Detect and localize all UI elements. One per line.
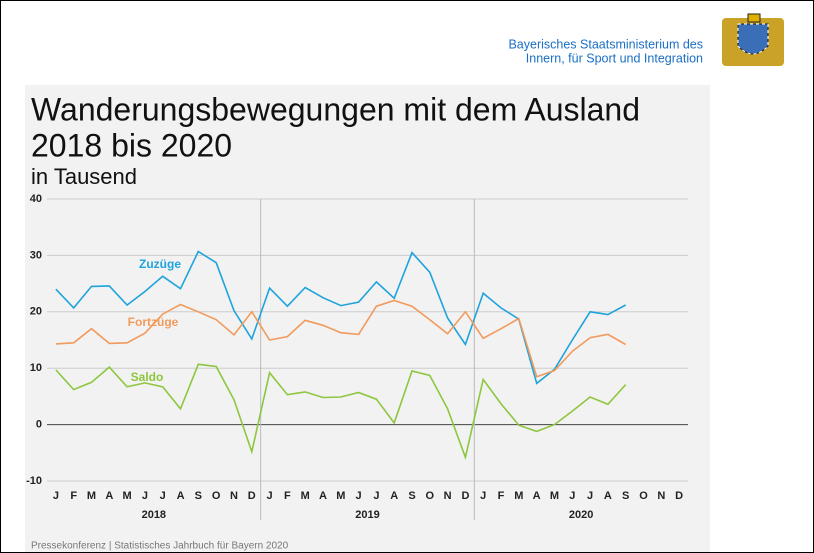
series-line xyxy=(55,250,627,385)
x-tick-label: A xyxy=(390,490,398,502)
year-label: 2018 xyxy=(142,509,166,521)
x-tick-label: J xyxy=(267,490,273,502)
x-tick-label: F xyxy=(70,490,77,502)
x-tick-label: N xyxy=(444,490,452,502)
ministry-line: Innern, für Sport und Integration xyxy=(526,51,703,65)
x-tick-label: M xyxy=(550,490,559,502)
x-tick-label: D xyxy=(248,490,256,502)
x-tick-label: J xyxy=(160,490,166,502)
year-label: 2019 xyxy=(355,509,379,521)
x-tick-label: J xyxy=(356,490,362,502)
x-tick-label: J xyxy=(480,490,486,502)
x-tick-label: M xyxy=(301,490,310,502)
x-tick-label: N xyxy=(657,490,665,502)
x-tick-label: F xyxy=(498,490,505,502)
series-label: Zuzüge xyxy=(139,257,181,271)
y-tick-label: 40 xyxy=(30,193,42,205)
x-tick-label: M xyxy=(123,490,132,502)
series-label: Fortzüge xyxy=(128,315,179,329)
chart-title: 2018 bis 2020 xyxy=(31,127,232,163)
x-tick-label: A xyxy=(177,490,185,502)
y-tick-label: 20 xyxy=(30,306,42,318)
y-tick-label: 30 xyxy=(30,249,42,261)
x-tick-label: A xyxy=(533,490,541,502)
x-tick-label: S xyxy=(622,490,629,502)
x-tick-label: O xyxy=(426,490,435,502)
content-background xyxy=(25,85,710,552)
series-line xyxy=(55,299,627,378)
x-tick-label: A xyxy=(105,490,113,502)
footer: Pressekonferenz | Statistisches Jahrbuch… xyxy=(31,541,289,552)
x-tick-label: M xyxy=(336,490,345,502)
chart-title: Wanderungsbewegungen mit dem Ausland xyxy=(31,91,640,127)
x-tick-label: F xyxy=(284,490,291,502)
x-tick-label: M xyxy=(87,490,96,502)
x-tick-label: N xyxy=(230,490,238,502)
x-tick-label: S xyxy=(408,490,415,502)
x-tick-label: S xyxy=(195,490,202,502)
y-tick-label: 0 xyxy=(36,419,42,431)
x-tick-label: J xyxy=(587,490,593,502)
y-tick-label: 10 xyxy=(30,362,42,374)
x-tick-label: J xyxy=(142,490,148,502)
series-line xyxy=(55,363,627,461)
x-tick-label: O xyxy=(639,490,648,502)
x-tick-label: A xyxy=(319,490,327,502)
x-tick-label: O xyxy=(212,490,221,502)
x-tick-label: J xyxy=(53,490,59,502)
x-tick-label: J xyxy=(569,490,575,502)
x-tick-label: J xyxy=(373,490,379,502)
x-tick-label: A xyxy=(604,490,612,502)
x-tick-label: D xyxy=(461,490,469,502)
x-tick-label: M xyxy=(514,490,523,502)
y-tick-label: -10 xyxy=(26,475,42,487)
chart-subtitle: in Tausend xyxy=(31,164,137,189)
ministry-line: Bayerisches Staatsministerium des xyxy=(508,37,703,51)
coat-of-arms xyxy=(722,13,784,66)
series-label: Saldo xyxy=(131,370,164,384)
x-tick-label: D xyxy=(675,490,683,502)
year-label: 2020 xyxy=(569,509,593,521)
